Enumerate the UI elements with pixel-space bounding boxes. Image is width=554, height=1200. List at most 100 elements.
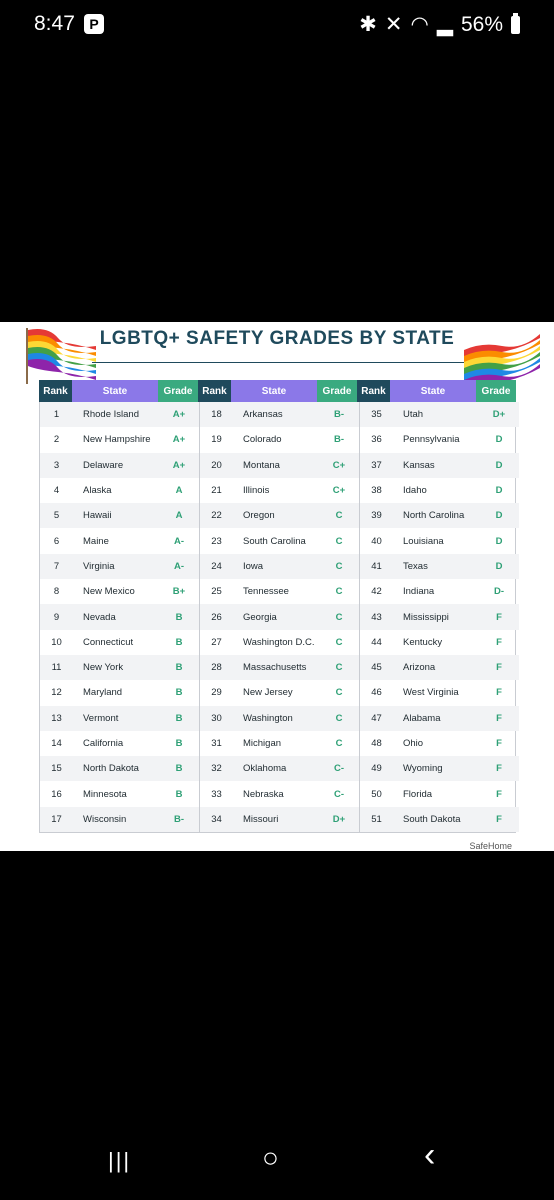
table-row: 9 Nevada B xyxy=(40,604,199,630)
rank-cell: 46 xyxy=(371,687,382,699)
table-column-group: 1 Rhode Island A+ 2 New Hampshire A+ 3 Delaware… xyxy=(40,402,200,833)
state-cell: Washington xyxy=(243,712,293,724)
state-cell: Montana xyxy=(243,459,280,471)
table-row: 26 Georgia C xyxy=(200,604,359,630)
grade-cell: A- xyxy=(173,535,185,547)
grade-cell: C xyxy=(335,560,343,572)
state-cell: Michigan xyxy=(243,738,282,749)
rank-cell: 17 xyxy=(51,813,62,825)
state-cell: Wisconsin xyxy=(83,813,127,825)
table-header: Rank State Grade Rank State Grade Rank State Gra… xyxy=(39,380,516,402)
header-grade: Grade xyxy=(317,380,357,402)
grade-cell: C- xyxy=(333,763,345,775)
rank-cell: 35 xyxy=(371,409,382,421)
back-button[interactable]: ‹ xyxy=(424,1136,436,1174)
rank-cell: 34 xyxy=(211,813,222,825)
table-row: 38 Idaho D xyxy=(360,478,519,503)
grade-cell: C xyxy=(335,636,343,648)
rank-cell: 12 xyxy=(51,687,62,699)
grade-cell: F xyxy=(496,738,502,749)
table-row: 27 Washington D.C. C xyxy=(200,630,359,655)
state-cell: New Hampshire xyxy=(83,434,151,446)
rank-cell: 30 xyxy=(211,712,222,724)
state-cell: Delaware xyxy=(83,459,124,471)
table-row: 21 Illinois C+ xyxy=(200,478,359,503)
rank-cell: 49 xyxy=(371,763,382,775)
battery-icon xyxy=(511,12,520,34)
table-row: 43 Mississippi F xyxy=(360,604,519,630)
state-cell: California xyxy=(83,738,124,749)
state-cell: Rhode Island xyxy=(83,409,139,421)
table-row: 40 Louisiana D xyxy=(360,528,519,553)
grade-cell: C xyxy=(335,712,343,724)
grade-cell: A+ xyxy=(172,459,186,471)
system-icons: ✱ ✕ ◠ ▂ 56% xyxy=(359,12,520,37)
table-row: 37 Kansas D xyxy=(360,452,519,478)
rank-cell: 23 xyxy=(211,535,222,547)
state-cell: South Carolina xyxy=(243,535,306,547)
grade-cell: D+ xyxy=(332,813,346,825)
grade-cell: F xyxy=(496,763,502,775)
table-row: 20 Montana C+ xyxy=(200,452,359,478)
grade-cell: B- xyxy=(173,813,185,825)
table-row: 22 Oregon C xyxy=(200,503,359,529)
rank-cell: 43 xyxy=(371,611,382,623)
table-row: 39 North Carolina D xyxy=(360,503,519,529)
grade-cell: F xyxy=(496,662,502,674)
table-row: 46 West Virginia F xyxy=(360,680,519,705)
state-cell: Massachusetts xyxy=(243,662,307,674)
table-row: 23 South Carolina C xyxy=(200,528,359,553)
table-row: 7 Virginia A- xyxy=(40,553,199,580)
grade-cell: B- xyxy=(333,409,345,421)
state-cell: Oklahoma xyxy=(243,763,287,775)
grade-cell: B xyxy=(175,788,183,800)
rank-cell: 31 xyxy=(211,738,222,749)
table-row: 8 New Mexico B+ xyxy=(40,579,199,604)
grades-table: Rank State Grade Rank State Grade Rank State Gra… xyxy=(39,380,519,834)
rainbow-flag-left-icon xyxy=(26,328,96,384)
rank-cell: 4 xyxy=(53,485,60,497)
table-row: 16 Minnesota B xyxy=(40,781,199,806)
grade-cell: F xyxy=(496,712,502,724)
rank-cell: 47 xyxy=(371,712,382,724)
state-cell: Nebraska xyxy=(243,788,284,800)
source-logo: SafeHome xyxy=(469,841,512,851)
rainbow-flag-right-icon xyxy=(464,334,540,384)
rank-cell: 38 xyxy=(371,485,382,497)
home-button[interactable]: ○ xyxy=(262,1142,279,1173)
state-cell: West Virginia xyxy=(403,687,459,699)
state-cell: Washington D.C. xyxy=(243,636,315,648)
state-cell: Wyoming xyxy=(403,763,443,775)
grade-cell: C xyxy=(335,586,343,598)
state-cell: Idaho xyxy=(403,485,427,497)
grade-cell: D xyxy=(495,434,503,446)
grade-cell: F xyxy=(496,813,502,825)
chart-title: LGBTQ+ SAFETY GRADES BY STATE xyxy=(99,328,455,349)
state-cell: Arizona xyxy=(403,662,436,674)
rank-cell: 1 xyxy=(53,409,60,421)
rank-cell: 8 xyxy=(53,586,60,598)
table-row: 29 New Jersey C xyxy=(200,680,359,705)
state-cell: Colorado xyxy=(243,434,282,446)
table-row: 50 Florida F xyxy=(360,781,519,806)
state-cell: New Jersey xyxy=(243,687,293,699)
grade-cell: C+ xyxy=(332,459,346,471)
state-cell: Tennessee xyxy=(243,586,289,598)
table-row: 11 New York B xyxy=(40,654,199,681)
state-cell: North Dakota xyxy=(83,763,139,775)
rank-cell: 32 xyxy=(211,763,222,775)
grade-cell: D xyxy=(495,459,503,471)
table-row: 28 Massachusetts C xyxy=(200,654,359,681)
table-row: 19 Colorado B- xyxy=(200,427,359,452)
state-cell: Oregon xyxy=(243,510,275,522)
grade-cell: C xyxy=(335,662,343,674)
table-row: 42 Indiana D- xyxy=(360,579,519,604)
grade-cell: F xyxy=(496,687,502,699)
rank-cell: 19 xyxy=(211,434,222,446)
state-cell: Vermont xyxy=(83,712,119,724)
recents-button[interactable]: ||| xyxy=(108,1148,132,1173)
state-cell: Alaska xyxy=(83,485,112,497)
table-row: 6 Maine A- xyxy=(40,528,199,553)
grade-cell: C+ xyxy=(332,485,346,497)
table-row: 44 Kentucky F xyxy=(360,630,519,655)
